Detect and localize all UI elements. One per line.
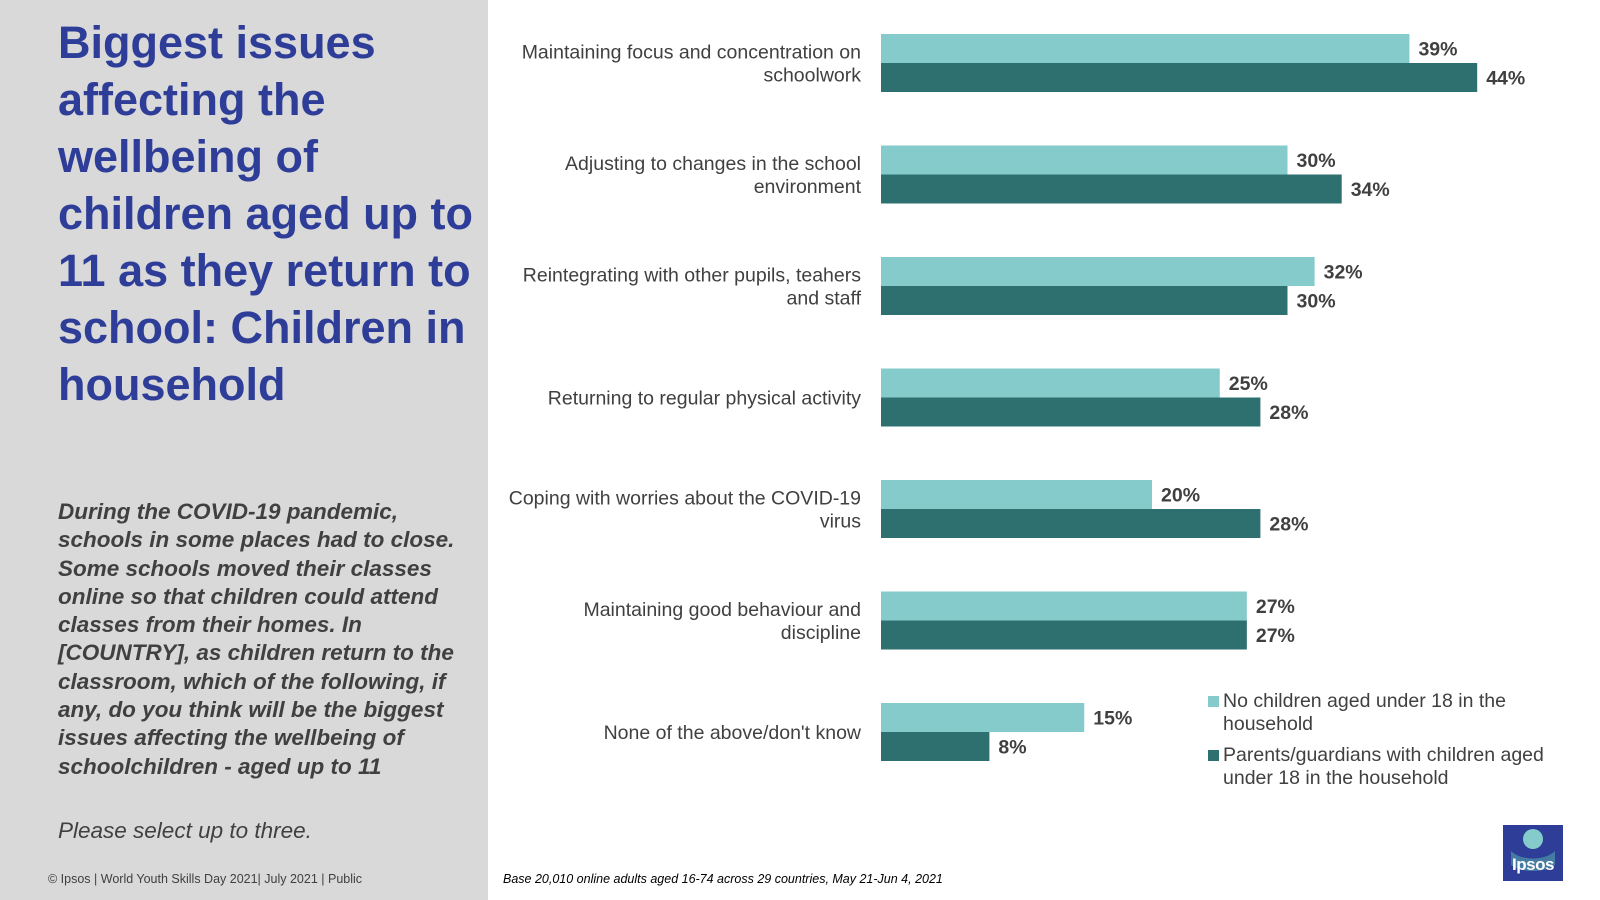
bar-parents bbox=[881, 174, 1342, 204]
category-label: Maintaining focus and concentration on bbox=[522, 42, 861, 64]
data-label: 28% bbox=[1269, 514, 1308, 536]
bar-no-children bbox=[881, 480, 1152, 509]
category-label: Adjusting to changes in the school bbox=[565, 153, 861, 175]
data-label: 32% bbox=[1324, 262, 1363, 284]
bar-parents bbox=[881, 397, 1261, 427]
left-panel: Biggest issues affecting the wellbeing o… bbox=[0, 0, 488, 900]
bar-parents bbox=[881, 286, 1288, 315]
category-label: schoolwork bbox=[763, 65, 861, 87]
legend-swatch-dark bbox=[1208, 750, 1219, 761]
category-label: Returning to regular physical activity bbox=[548, 388, 861, 410]
survey-question: During the COVID-19 pandemic, schools in… bbox=[58, 499, 455, 779]
bar-parents bbox=[881, 732, 990, 761]
category-label: virus bbox=[820, 511, 861, 533]
category-label: Reintegrating with other pupils, teahers bbox=[523, 265, 861, 287]
legend-swatch-light bbox=[1208, 696, 1219, 707]
logo-text: Ipsos bbox=[1512, 855, 1554, 874]
data-label: 34% bbox=[1351, 179, 1390, 201]
bar-no-children bbox=[881, 145, 1288, 175]
data-label: 15% bbox=[1093, 708, 1132, 730]
data-label: 30% bbox=[1297, 291, 1336, 313]
bar-no-children bbox=[881, 703, 1085, 732]
data-label: 25% bbox=[1229, 373, 1268, 395]
legend-label-no-children: No children aged under 18 in the househo… bbox=[1223, 690, 1506, 735]
category-label: discipline bbox=[781, 622, 861, 644]
data-label: 30% bbox=[1297, 150, 1336, 172]
base-footnote: Base 20,010 online adults aged 16-74 acr… bbox=[503, 872, 943, 886]
category-label: environment bbox=[754, 176, 862, 198]
data-label: 20% bbox=[1161, 485, 1200, 507]
category-label: Maintaining good behaviour and bbox=[583, 599, 861, 621]
page-title: Biggest issues affecting the wellbeing o… bbox=[58, 17, 474, 410]
data-label: 44% bbox=[1486, 68, 1525, 90]
data-label: 28% bbox=[1269, 402, 1308, 424]
bar-no-children bbox=[881, 257, 1315, 286]
legend-item-no-children: No children aged under 18 in the househo… bbox=[1208, 690, 1588, 736]
legend-label-parents: Parents/guardians with children aged und… bbox=[1223, 744, 1544, 789]
survey-instruction: Please select up to three. bbox=[58, 818, 312, 843]
ipsos-logo: Ipsos bbox=[1503, 825, 1563, 881]
bar-parents bbox=[881, 63, 1478, 92]
bar-parents bbox=[881, 620, 1247, 650]
category-label: and staff bbox=[787, 288, 862, 310]
chart-legend: No children aged under 18 in the househo… bbox=[1208, 690, 1588, 798]
legend-item-parents: Parents/guardians with children aged und… bbox=[1208, 744, 1588, 790]
bar-parents bbox=[881, 509, 1261, 538]
category-label: None of the above/don't know bbox=[604, 722, 862, 744]
bar-no-children bbox=[881, 34, 1410, 63]
bar-no-children bbox=[881, 591, 1247, 621]
logo-mark-icon bbox=[1511, 829, 1555, 871]
data-label: 8% bbox=[998, 737, 1026, 759]
bar-chart: Maintaining focus and concentration onsc… bbox=[509, 34, 1525, 761]
bar-no-children bbox=[881, 368, 1220, 398]
data-label: 27% bbox=[1256, 625, 1295, 647]
category-label: Coping with worries about the COVID-19 bbox=[509, 488, 861, 510]
data-label: 39% bbox=[1418, 39, 1457, 61]
copyright-footer: © Ipsos | World Youth Skills Day 2021| J… bbox=[48, 872, 363, 886]
data-label: 27% bbox=[1256, 596, 1295, 618]
